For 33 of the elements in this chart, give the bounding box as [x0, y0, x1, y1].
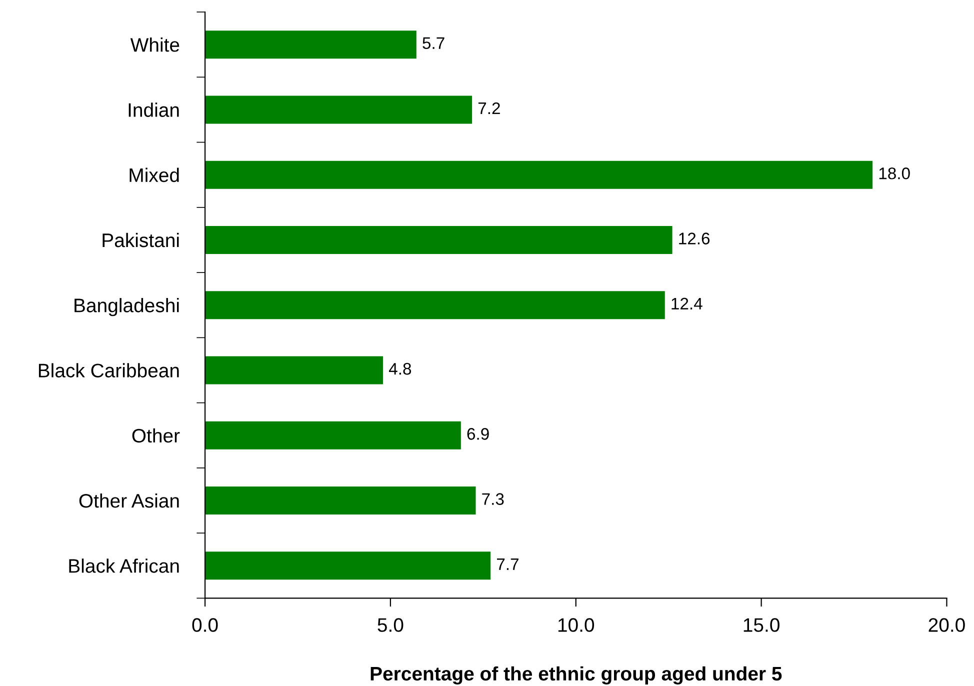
bar — [205, 30, 416, 59]
data-label: 5.7 — [422, 37, 444, 50]
bar — [205, 356, 384, 384]
data-label: 18.0 — [879, 168, 910, 180]
x-tick-label: 10.0 — [558, 618, 594, 632]
data-label: 7.2 — [478, 102, 500, 114]
x-tick-label: 5.0 — [378, 618, 404, 632]
y-tick-label: Mixed — [130, 168, 179, 182]
x-tick-label: 0.0 — [192, 618, 218, 632]
x-axis-title: Percentage of the ethnic group aged under 5 — [370, 666, 782, 685]
y-tick-label: Other — [132, 428, 180, 443]
bar — [205, 486, 476, 514]
data-label: 7.7 — [496, 558, 518, 570]
data-label: 7.3 — [482, 493, 504, 505]
y-tick-label: White — [130, 38, 180, 52]
bar — [205, 160, 873, 189]
data-label: 6.9 — [467, 428, 489, 440]
y-tick-label: Pakistani — [102, 232, 179, 248]
y-tick-label: Black Caribbean — [38, 363, 179, 378]
x-tick-label: 20.0 — [928, 618, 965, 632]
bar — [205, 226, 672, 254]
x-tick-label: 15.0 — [744, 618, 780, 632]
bar — [205, 421, 461, 450]
y-tick-label: Indian — [128, 102, 179, 117]
bar — [205, 552, 491, 580]
bar — [205, 96, 472, 124]
data-label: 12.6 — [679, 232, 710, 244]
y-tick-label: Other Asian — [79, 493, 179, 508]
y-tick-label: Bangladeshi — [74, 298, 179, 316]
data-label: 4.8 — [388, 362, 412, 375]
y-tick-label: Black African — [69, 558, 179, 573]
data-label: 12.4 — [672, 298, 702, 310]
bar — [205, 291, 665, 320]
